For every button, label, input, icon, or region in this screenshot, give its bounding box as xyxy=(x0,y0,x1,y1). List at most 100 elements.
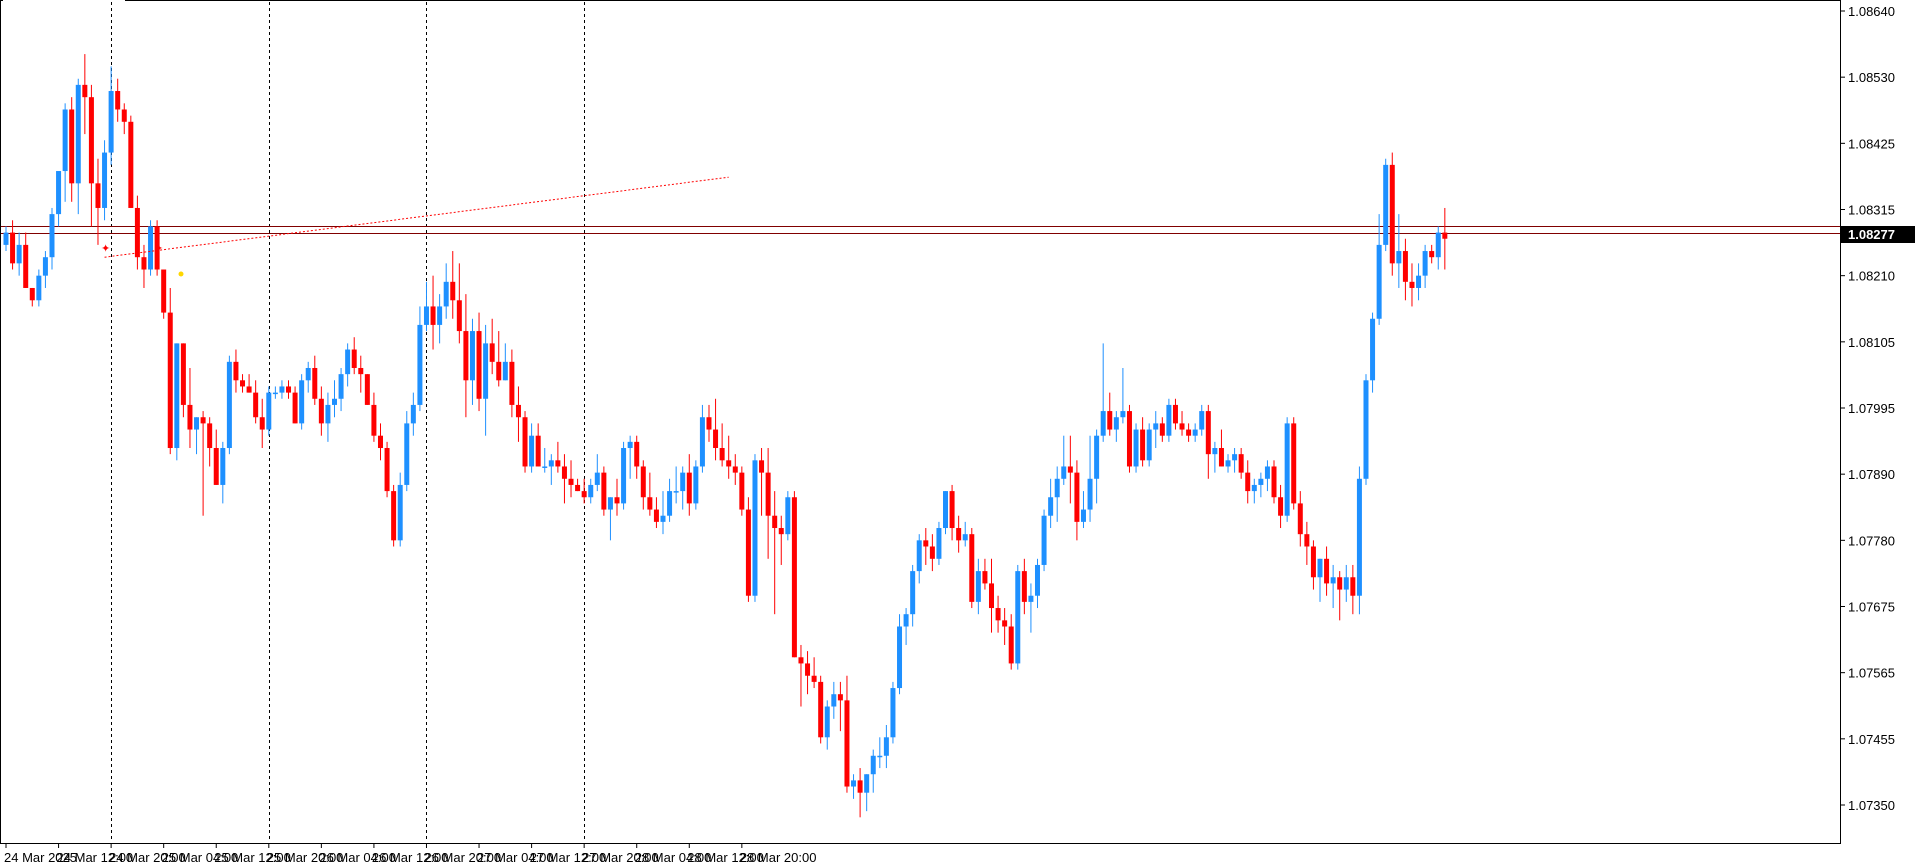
candle-body xyxy=(154,226,160,270)
candle-body xyxy=(962,534,968,541)
candle-body xyxy=(1166,404,1172,436)
price-axis: 1.08640 1.08530 1.08425 1.08315 1.08210 1.081… xyxy=(1840,4,1895,813)
candle-body xyxy=(759,460,765,473)
candle-body xyxy=(437,306,443,325)
y-tick-label: 1.07350 xyxy=(1848,798,1895,813)
candle-body xyxy=(535,435,541,467)
candle-body xyxy=(384,448,390,492)
candle-body xyxy=(673,491,679,493)
candle-body xyxy=(798,657,804,664)
candle-body xyxy=(529,435,535,467)
top-left-gap xyxy=(3,0,125,2)
candle-body xyxy=(88,97,94,184)
trendline-group[interactable] xyxy=(104,176,729,258)
plot-frame xyxy=(0,0,1841,844)
candle-body xyxy=(548,460,554,467)
candle-body xyxy=(1291,423,1297,504)
candle-body xyxy=(450,281,456,301)
candle-body xyxy=(982,571,988,584)
candle-body xyxy=(476,331,482,399)
candle-body xyxy=(791,497,797,658)
candle-body xyxy=(1199,411,1205,430)
candle-body xyxy=(851,780,857,787)
candle-body xyxy=(864,774,870,793)
candle-body xyxy=(509,361,515,405)
candle-body xyxy=(1041,515,1047,565)
candle-body xyxy=(325,404,331,424)
candle-body xyxy=(1113,417,1119,430)
candle-body xyxy=(358,367,364,375)
trendline[interactable] xyxy=(104,176,729,258)
candle-body xyxy=(167,312,173,449)
y-tick-label: 1.08210 xyxy=(1848,269,1895,284)
candle-body xyxy=(1212,448,1218,455)
y-tick-label: 1.07780 xyxy=(1848,533,1895,548)
candle-body xyxy=(187,404,193,430)
candle-body xyxy=(1278,497,1284,516)
candle-body xyxy=(581,491,587,498)
x-tick-label: 24 Mar 2025 xyxy=(4,850,77,865)
candle-body xyxy=(259,417,265,430)
x-tick-label: 27 Mar 12:00 xyxy=(530,850,607,865)
candle-body xyxy=(739,472,745,510)
horizontal-lines[interactable] xyxy=(1,226,1840,234)
candle-body xyxy=(1146,429,1152,461)
y-tick-label: 1.07995 xyxy=(1848,401,1895,416)
candle-body xyxy=(693,466,699,504)
candle-body xyxy=(686,472,692,504)
candle-body xyxy=(1245,472,1251,492)
yellow-marker-icon xyxy=(178,271,184,277)
candle-body xyxy=(929,546,935,559)
y-tick-label: 1.08315 xyxy=(1848,203,1895,218)
candle-body xyxy=(995,608,1001,621)
candle-body xyxy=(555,460,561,467)
candle-body xyxy=(161,269,167,313)
candle-body xyxy=(36,275,42,301)
trade-marker-icon: ✦ xyxy=(154,242,163,255)
candle-body xyxy=(923,540,929,547)
x-tick-label: 26 Mar 12:00 xyxy=(372,850,449,865)
candle-body xyxy=(811,675,817,682)
y-tick-label: 1.08105 xyxy=(1848,335,1895,350)
candle-body xyxy=(240,380,246,387)
candle-body xyxy=(778,528,784,535)
candle-body xyxy=(653,509,659,522)
candle-body xyxy=(1107,411,1113,430)
candle-body xyxy=(1304,534,1310,547)
candle-body xyxy=(844,700,850,787)
candle-body xyxy=(1383,164,1389,245)
candle-body xyxy=(1179,423,1185,430)
candle-body xyxy=(1159,423,1165,436)
candle-body xyxy=(42,257,48,276)
candle-body xyxy=(1271,466,1277,498)
candle-body xyxy=(141,257,147,270)
candle-body xyxy=(837,694,843,701)
candle-body xyxy=(404,423,410,485)
candle-body xyxy=(338,374,344,399)
candle-body xyxy=(1422,251,1428,276)
trade-markers: ✦ ✦ xyxy=(101,242,184,277)
candle-body xyxy=(1317,558,1323,578)
trade-marker-icon: ✦ xyxy=(101,242,110,255)
candle-body xyxy=(1225,460,1231,467)
candle-body xyxy=(969,534,975,602)
candle-body xyxy=(332,398,337,405)
candle-body xyxy=(542,466,548,468)
candle-body xyxy=(410,404,416,424)
x-tick-label: 28 Mar 20:00 xyxy=(740,850,817,865)
candle-body xyxy=(857,780,863,793)
candle-body xyxy=(831,694,837,707)
y-tick-label: 1.07890 xyxy=(1848,467,1895,482)
candle-body xyxy=(128,121,134,208)
candle-body xyxy=(719,448,725,461)
candle-body xyxy=(23,244,29,288)
candle-body xyxy=(286,386,292,393)
candle-body xyxy=(1218,448,1224,467)
candle-body xyxy=(207,423,213,449)
candle-body xyxy=(1442,232,1448,239)
candle-body xyxy=(1080,509,1086,522)
candle-body xyxy=(621,448,627,504)
candle-body xyxy=(1370,318,1376,381)
candle-body xyxy=(1429,251,1435,258)
